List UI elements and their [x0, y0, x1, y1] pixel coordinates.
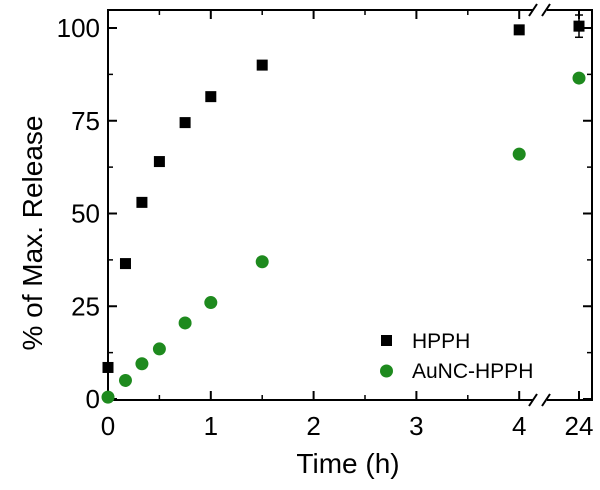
hpph-point	[119, 258, 131, 270]
axis-break-slash-top-2	[541, 3, 551, 17]
axis-break-slash-bottom-1	[528, 393, 538, 407]
y-tick-label-75: 75	[71, 106, 100, 136]
y-axis-title: % of Max. Release	[17, 116, 48, 351]
x-tick-label-1: 1	[204, 411, 218, 441]
hpph-point	[573, 20, 585, 32]
aunc-hpph-point	[512, 147, 526, 161]
aunc-hpph-point	[178, 316, 192, 330]
aunc-hpph-point	[118, 373, 132, 387]
hpph-point	[513, 24, 525, 36]
legend-marker-hpph	[381, 335, 392, 346]
legend-label-aunc-hpph: AuNC-HPPH	[412, 360, 533, 383]
plot-frame-group	[107, 9, 593, 401]
x-tick-label-0: 0	[101, 411, 115, 441]
y-tick-label-100: 100	[57, 13, 100, 43]
aunc-hpph-point	[204, 296, 218, 310]
legend-label-hpph: HPPH	[412, 330, 470, 353]
aunc-hpph-point	[572, 71, 586, 85]
y-tick-label-25: 25	[71, 291, 100, 321]
hpph-point	[153, 156, 165, 168]
hpph-point	[205, 91, 217, 103]
hpph-point	[136, 196, 148, 208]
y-tick-label-50: 50	[71, 199, 100, 229]
legend-marker-aunc-hpph	[380, 364, 393, 378]
x-tick-label-2: 2	[306, 411, 320, 441]
x-tick-label-3: 3	[409, 411, 423, 441]
aunc-hpph-point	[101, 390, 115, 404]
aunc-hpph-point	[152, 342, 166, 356]
ticks-group: 0 25 50 75 100 0 1 2 3 4 24	[57, 10, 594, 441]
plot-frame	[107, 9, 593, 401]
hpph-point	[256, 59, 268, 71]
x-axis-title: Time (h)	[296, 448, 399, 479]
points-group	[101, 14, 586, 404]
axis-break-slash-top-1	[528, 3, 538, 17]
hpph-point	[179, 117, 191, 129]
axis-break-slash-bottom-2	[541, 393, 551, 407]
aunc-hpph-point	[255, 255, 269, 269]
y-tick-label-0: 0	[86, 384, 100, 414]
axis-break-group	[528, 3, 551, 407]
aunc-hpph-point	[135, 357, 149, 371]
legend: HPPH AuNC-HPPH	[380, 330, 533, 383]
x-tick-label-4: 4	[512, 411, 526, 441]
hpph-point	[102, 361, 114, 373]
x-tick-label-24: 24	[565, 411, 594, 441]
